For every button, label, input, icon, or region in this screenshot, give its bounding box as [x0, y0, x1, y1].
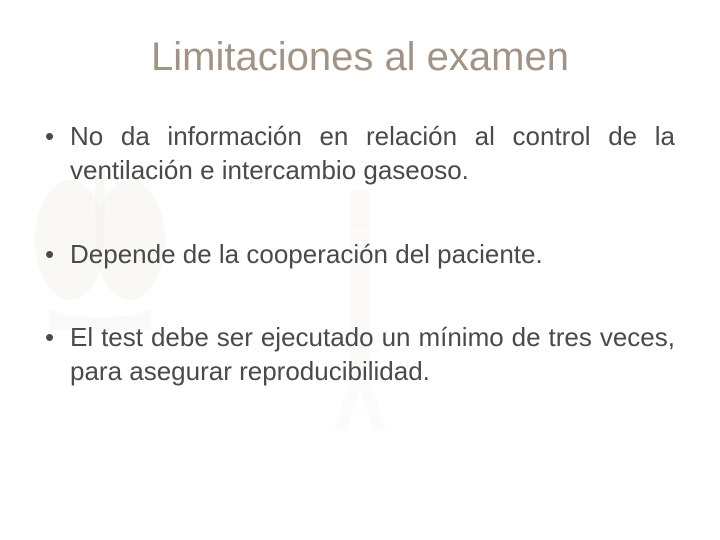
list-item: El test debe ser ejecutado un mínimo de … [45, 321, 675, 389]
bullet-list: No da información en relación al control… [45, 120, 675, 389]
slide-content: Limitaciones al examen No da información… [0, 0, 720, 469]
list-item: Depende de la cooperación del paciente. [45, 238, 675, 272]
list-item: No da información en relación al control… [45, 120, 675, 188]
page-title: Limitaciones al examen [45, 35, 675, 80]
